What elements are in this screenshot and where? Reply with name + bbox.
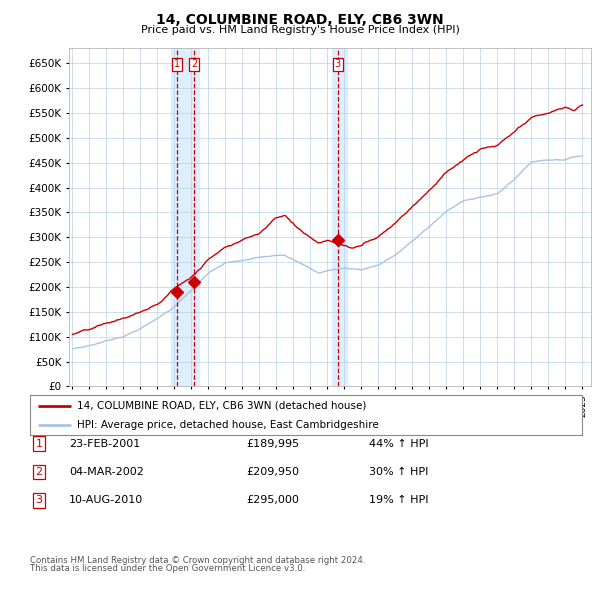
Text: £295,000: £295,000: [246, 496, 299, 505]
Text: 3: 3: [35, 496, 43, 505]
Text: 19% ↑ HPI: 19% ↑ HPI: [369, 496, 428, 505]
Text: 2: 2: [191, 59, 197, 69]
Text: 1: 1: [174, 59, 180, 69]
Text: 30% ↑ HPI: 30% ↑ HPI: [369, 467, 428, 477]
Text: 23-FEB-2001: 23-FEB-2001: [69, 439, 140, 448]
Bar: [171, 48, 199, 386]
Text: 2: 2: [35, 467, 43, 477]
Text: Price paid vs. HM Land Registry's House Price Index (HPI): Price paid vs. HM Land Registry's House …: [140, 25, 460, 35]
Text: 04-MAR-2002: 04-MAR-2002: [69, 467, 144, 477]
Text: 14, COLUMBINE ROAD, ELY, CB6 3WN: 14, COLUMBINE ROAD, ELY, CB6 3WN: [156, 13, 444, 27]
Text: Contains HM Land Registry data © Crown copyright and database right 2024.: Contains HM Land Registry data © Crown c…: [30, 556, 365, 565]
Text: 1: 1: [35, 439, 43, 448]
Text: This data is licensed under the Open Government Licence v3.0.: This data is licensed under the Open Gov…: [30, 565, 305, 573]
Text: 14, COLUMBINE ROAD, ELY, CB6 3WN (detached house): 14, COLUMBINE ROAD, ELY, CB6 3WN (detach…: [77, 401, 366, 411]
Text: 44% ↑ HPI: 44% ↑ HPI: [369, 439, 428, 448]
Text: £189,995: £189,995: [246, 439, 299, 448]
Text: HPI: Average price, detached house, East Cambridgeshire: HPI: Average price, detached house, East…: [77, 420, 379, 430]
Bar: [332, 48, 347, 386]
Text: 10-AUG-2010: 10-AUG-2010: [69, 496, 143, 505]
Text: 3: 3: [335, 59, 341, 69]
Text: £209,950: £209,950: [246, 467, 299, 477]
